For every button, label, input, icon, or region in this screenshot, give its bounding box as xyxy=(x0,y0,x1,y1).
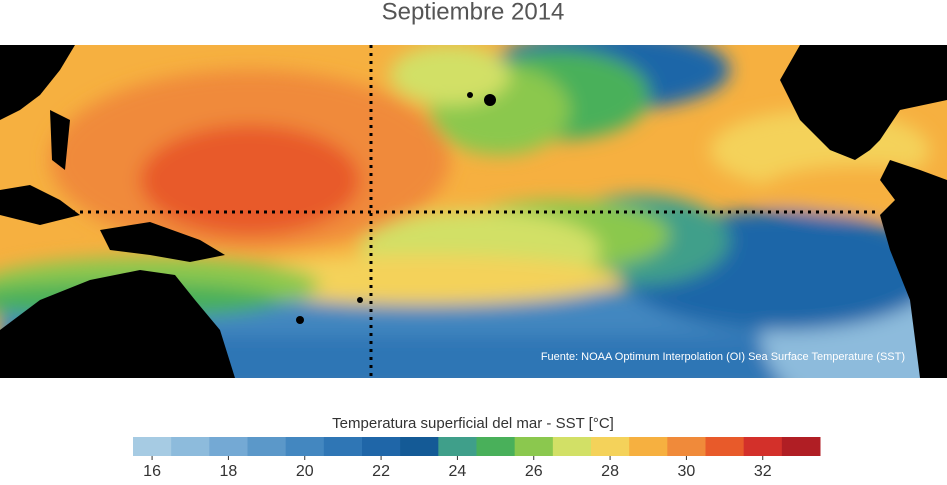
colorbar-segment xyxy=(285,437,325,456)
colorbar-tick-label: 30 xyxy=(678,463,696,480)
colorbar-segment xyxy=(209,437,248,456)
colorbar-segment xyxy=(591,437,630,456)
colorbar-tick-label: 26 xyxy=(525,463,543,480)
colorbar-segment xyxy=(514,437,554,456)
colorbar-segment xyxy=(705,437,745,456)
colorbar-segment xyxy=(476,437,516,456)
colorbar-tick-label: 28 xyxy=(601,463,619,480)
colorbar-segment xyxy=(629,437,668,456)
colorbar-segment xyxy=(323,437,363,456)
colorbar-segment xyxy=(171,437,210,456)
colorbar-segment xyxy=(247,437,287,456)
colorbar-segment xyxy=(362,437,401,456)
colorbar-tick-label: 24 xyxy=(449,463,467,480)
colorbar-tick-label: 18 xyxy=(220,463,238,480)
colorbar: 16 18 20 22 24 26 28 30 32 xyxy=(133,437,821,480)
colorbar-segment xyxy=(552,437,592,456)
source-note: Fuente: NOAA Optimum Interpolation (OI) … xyxy=(541,351,905,363)
colorbar-tick-label: 20 xyxy=(296,463,314,480)
colorbar-tick-label: 16 xyxy=(143,463,161,480)
colorbar-segment xyxy=(667,437,706,456)
sst-map: Fuente: NOAA Optimum Interpolation (OI) … xyxy=(0,45,947,378)
colorbar-label: Temperatura superficial del mar - SST [°… xyxy=(332,415,614,432)
colorbar-segment xyxy=(438,437,477,456)
colorbar-segment xyxy=(781,437,821,456)
colorbar-tick-label: 32 xyxy=(754,463,772,480)
colorbar-segment xyxy=(400,437,439,456)
colorbar-tick-label: 22 xyxy=(372,463,390,480)
colorbar-segment xyxy=(133,437,172,456)
colorbar-segment xyxy=(743,437,783,456)
title: Septiembre 2014 xyxy=(382,0,565,25)
